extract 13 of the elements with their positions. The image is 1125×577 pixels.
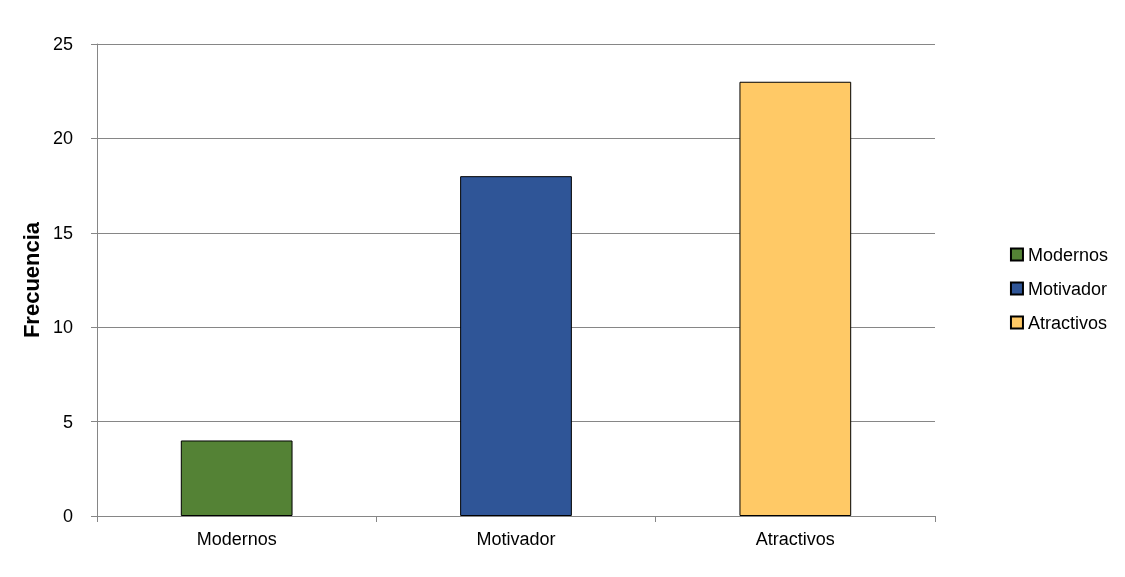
y-tick-label: 5 [62,411,73,432]
y-tick-label: 10 [52,317,73,338]
y-axis-title: Frecuencia [18,221,44,339]
x-tick-label: Modernos [196,529,277,549]
legend-label: Modernos [1027,244,1108,265]
legend-label: Motivador [1027,278,1107,299]
y-tick-label: 25 [52,34,73,54]
x-tick-label: Atractivos [755,529,835,549]
y-tick-label: 15 [52,222,73,243]
legend-label: Atractivos [1027,312,1107,333]
y-tick-label: 0 [62,506,73,526]
x-tick-label: Motivador [476,529,556,549]
y-tick-label: 20 [52,128,73,149]
